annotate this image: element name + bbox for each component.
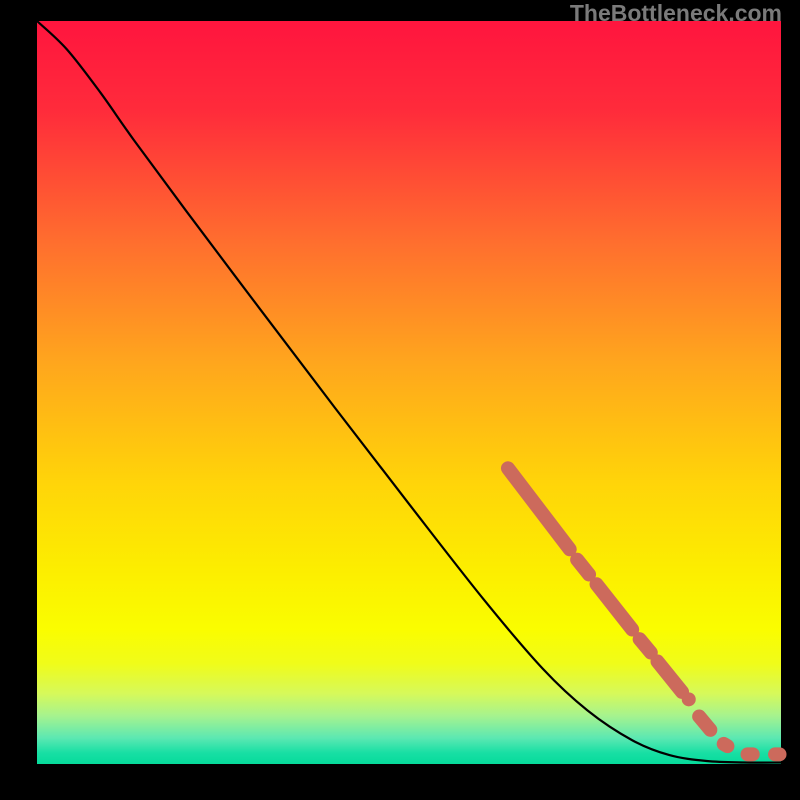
- watermark-text: TheBottleneck.com: [570, 0, 782, 27]
- highlight-dash: [508, 468, 570, 549]
- highlight-dash: [596, 584, 632, 629]
- highlight-dash: [699, 716, 710, 729]
- chart-stage: TheBottleneck.com: [0, 0, 800, 800]
- highlight-dash: [657, 661, 682, 691]
- highlight-dash: [640, 639, 651, 652]
- chart-overlay: [0, 0, 800, 800]
- highlight-dash: [577, 560, 589, 575]
- highlight-dash-group: [508, 468, 780, 754]
- curve-line: [37, 21, 781, 763]
- highlight-dash: [724, 744, 728, 746]
